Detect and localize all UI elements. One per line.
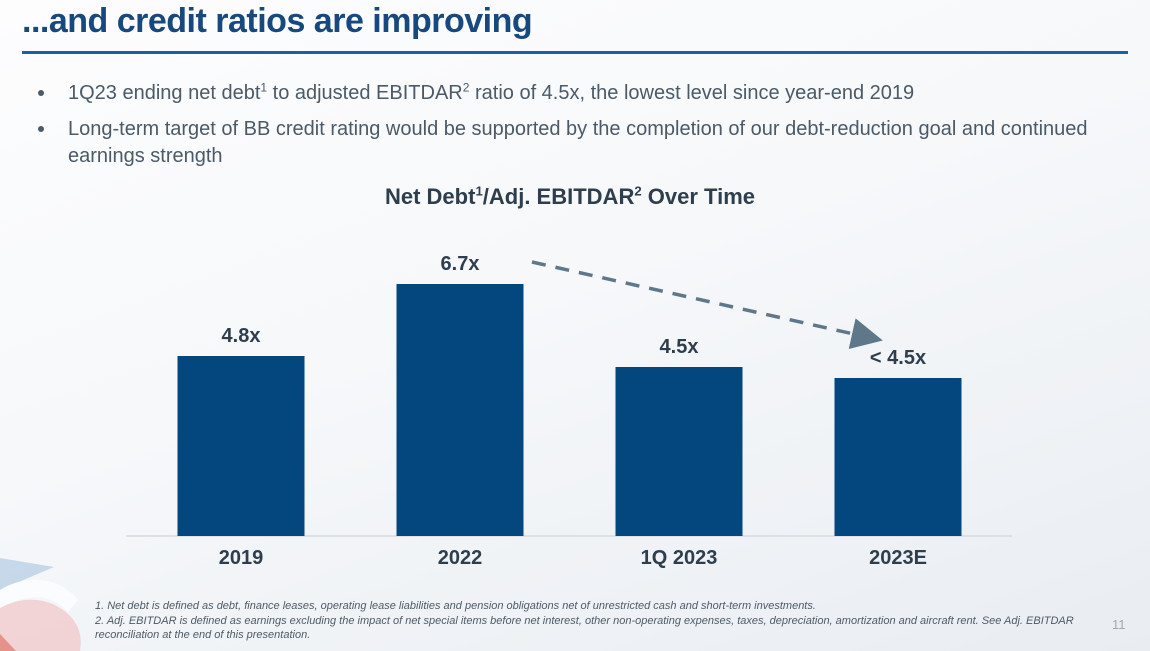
bar-value-label: < 4.5x: [869, 347, 927, 369]
footnote-ref: 1: [260, 80, 268, 95]
bar: [615, 367, 743, 536]
bar-group: 4.5x 1Q 2023: [569, 245, 789, 569]
airline-logo-watermark: [0, 558, 81, 651]
footnote-ref: 1: [475, 183, 483, 199]
footnotes: 1. Net debt is defined as debt, finance …: [95, 599, 1100, 643]
bullet-text: ratio of 4.5x, the lowest level since ye…: [469, 82, 915, 104]
bullet-item: Long-term target of BB credit rating wou…: [30, 116, 1115, 170]
footnote-ref: 2: [634, 183, 642, 199]
page-number: 11: [1112, 617, 1126, 632]
bullet-text: 1Q23 ending net debt: [68, 82, 261, 104]
bar: [396, 284, 524, 536]
bar: [834, 378, 962, 536]
bar-group: < 4.5x 2023E: [788, 245, 1008, 569]
x-axis-label: 2019: [218, 547, 264, 569]
x-axis-line: [126, 535, 1012, 537]
bullet-text: Long-term target of BB credit rating wou…: [68, 118, 1088, 167]
bullet-text: to adjusted EBITDAR: [267, 82, 463, 104]
chart-plot: 4.8x 2019 6.7x 2022 4.5x 1Q 2023 < 4.5x 2023E: [126, 245, 1012, 569]
footnote-2: 2. Adj. EBITDAR is defined as earnings e…: [95, 614, 1074, 642]
bullet-dot-icon: [38, 126, 44, 132]
chart-title: Net Debt1/Adj. EBITDAR2 Over Time: [384, 183, 756, 209]
bar-value-label: 6.7x: [440, 253, 480, 275]
trend-arrow: [531, 260, 883, 350]
bar: [177, 356, 305, 536]
x-axis-label: 2022: [437, 547, 483, 569]
bar-value-label: 4.5x: [659, 336, 699, 358]
x-axis-label: 2023E: [869, 547, 927, 569]
x-axis-label: 1Q 2023: [640, 547, 718, 569]
bar-group: 6.7x 2022: [350, 245, 570, 569]
slide-title: ...and credit ratios are improving: [22, 2, 533, 40]
bullet-item: 1Q23 ending net debt1 to adjusted EBITDA…: [30, 80, 1115, 107]
footnote-ref: 2: [462, 80, 470, 95]
bullet-list: 1Q23 ending net debt1 to adjusted EBITDA…: [30, 80, 1115, 179]
bar-value-label: 4.8x: [221, 325, 261, 347]
bar-group: 4.8x 2019: [131, 245, 351, 569]
footnote-1: 1. Net debt is defined as debt, finance …: [95, 600, 816, 612]
title-underline: [22, 51, 1128, 54]
bullet-dot-icon: [38, 90, 44, 96]
